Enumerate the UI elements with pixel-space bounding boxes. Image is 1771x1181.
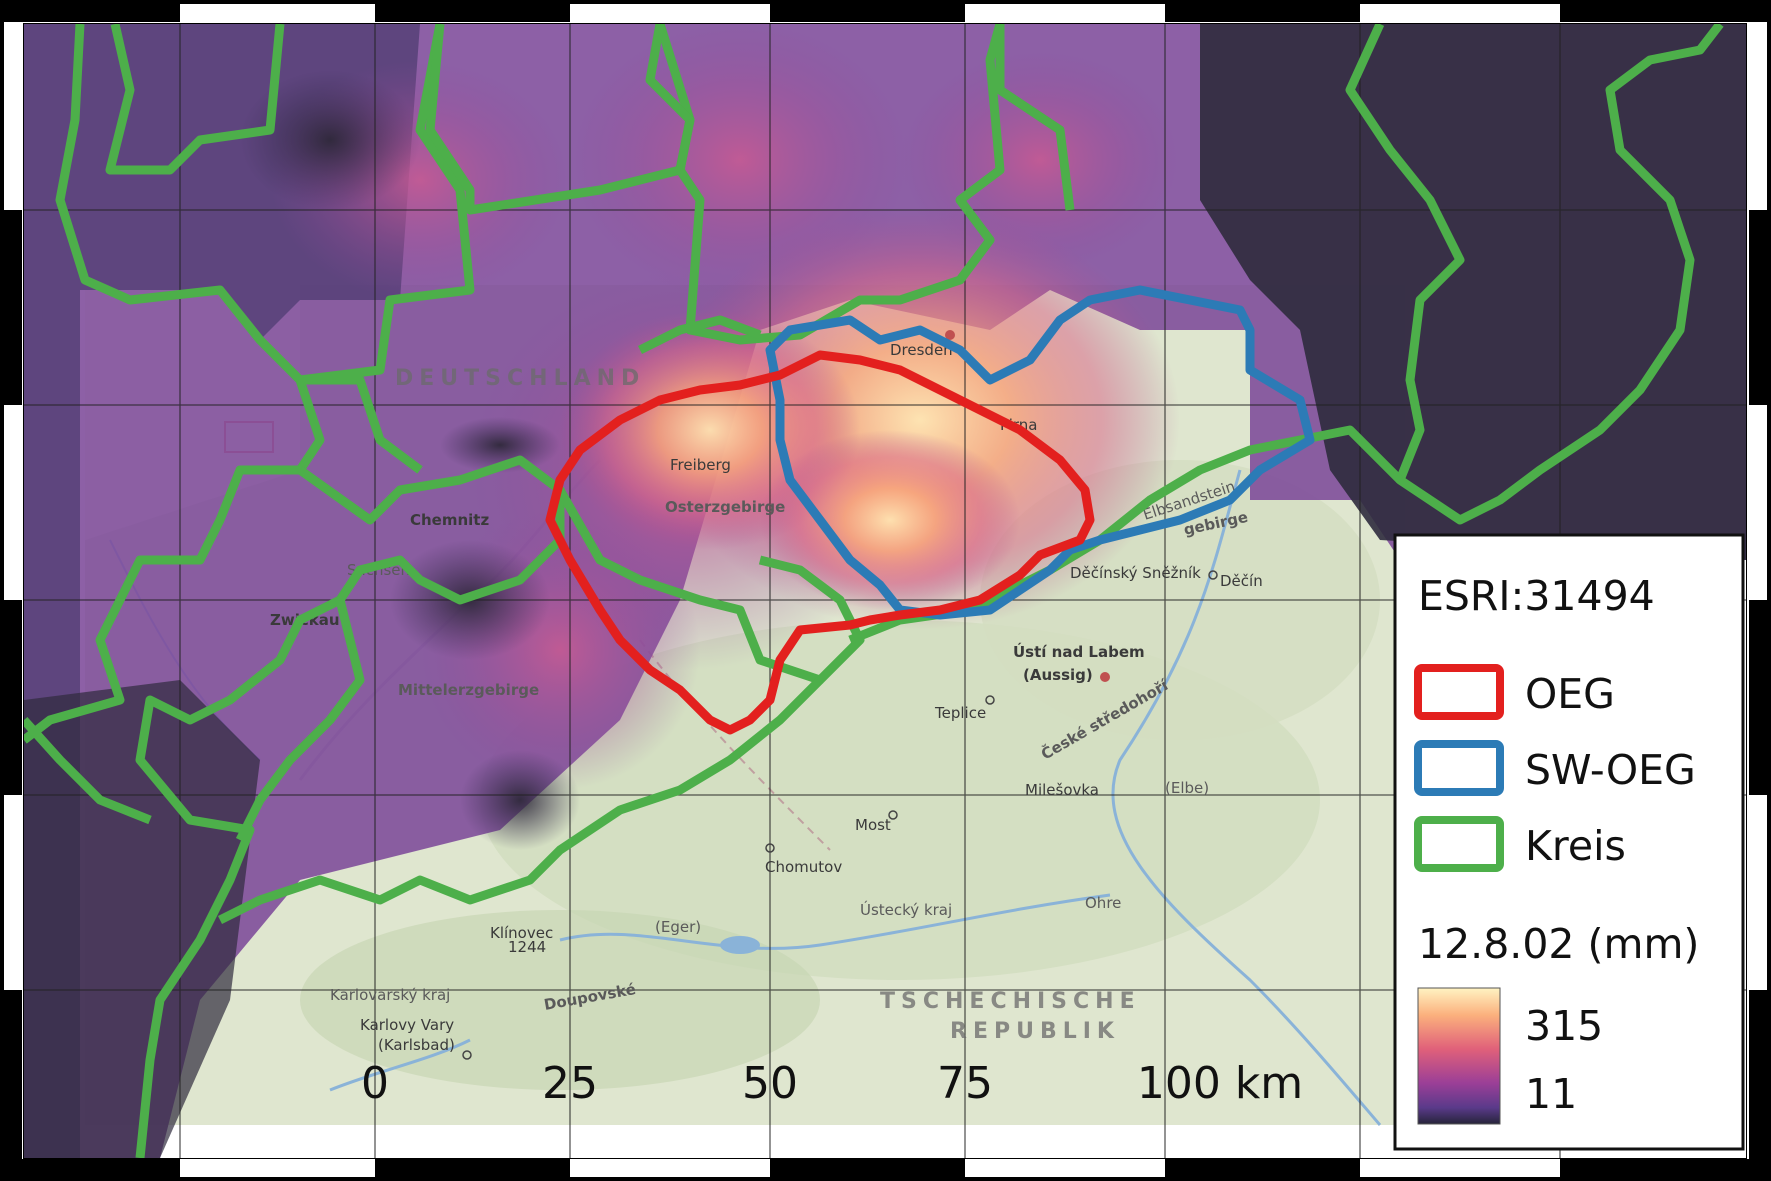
scalebar-tick-50: 50	[742, 1058, 798, 1109]
legend-crs-label: ESRI:31494	[1418, 572, 1655, 620]
legend-label-kreis: Kreis	[1525, 822, 1626, 870]
label-dresden: Dresden	[890, 341, 953, 359]
label-most: Most	[855, 816, 891, 834]
legend-label-sw-oeg: SW-OEG	[1525, 746, 1696, 794]
label-aussig: (Aussig)	[1023, 666, 1093, 684]
chomutov-marker	[765, 843, 775, 853]
kreis-boundaries	[24, 24, 1724, 1158]
label-eger: (Eger)	[655, 918, 701, 936]
legend: ESRI:31494 OEG SW-OEG Kreis 12.8.02 (mm)…	[1393, 533, 1745, 1151]
teplice-marker	[985, 695, 995, 705]
legend-swatch-oeg	[1414, 664, 1504, 720]
legend-label-oeg: OEG	[1525, 670, 1615, 718]
label-klinovec-height: 1244	[508, 938, 546, 956]
label-freiberg: Freiberg	[670, 456, 731, 474]
oeg-outline	[545, 350, 1095, 735]
scalebar-tick-100: 100 km	[1137, 1058, 1303, 1109]
legend-swatch-kreis	[1414, 816, 1504, 872]
scalebar-tick-0: 0	[361, 1058, 389, 1109]
label-snieznik: Děčínský Sněžník	[1070, 564, 1201, 582]
label-ustecky: Ústecký kraj	[860, 900, 952, 919]
label-osterzgebirge: Osterzgebirge	[665, 498, 785, 516]
label-usti: Ústí nad Labem	[1013, 642, 1145, 661]
scalebar: 0 25 50 75 100 km	[361, 1058, 1303, 1109]
label-ohre: Ohre	[1085, 894, 1121, 912]
label-deutschland: DEUTSCHLAND	[395, 366, 645, 391]
usti-marker	[1100, 672, 1110, 682]
label-milesovka: Milešovka	[1025, 781, 1099, 799]
most-marker	[888, 810, 898, 820]
label-teplice: Teplice	[934, 704, 986, 722]
label-mittelerzgebirge: Mittelerzgebirge	[398, 681, 539, 699]
scalebar-tick-25: 25	[542, 1058, 598, 1109]
label-elbe: (Elbe)	[1165, 779, 1209, 797]
dresden-marker	[945, 330, 955, 340]
decin-marker	[1208, 570, 1218, 580]
label-chemnitz: Chemnitz	[410, 511, 489, 529]
label-karlovy: Karlovy Vary	[360, 1016, 454, 1034]
colorbar	[1417, 987, 1501, 1125]
karlovy-marker	[462, 1050, 472, 1060]
legend-swatch-sw-oeg	[1414, 740, 1504, 796]
label-klinovec: Klínovec	[490, 924, 553, 942]
label-karlsbad: (Karlsbad)	[378, 1036, 455, 1054]
label-decin: Děčín	[1220, 572, 1263, 590]
colorbar-max-label: 315	[1525, 1002, 1603, 1050]
label-karlovarsky: Karlovarský kraj	[330, 986, 450, 1004]
colorbar-title: 12.8.02 (mm)	[1418, 920, 1699, 968]
label-republik: REPUBLIK	[950, 1019, 1120, 1044]
scalebar-tick-75: 75	[937, 1058, 993, 1109]
label-tschechische: TSCHECHISCHE	[880, 989, 1141, 1014]
colorbar-min-label: 11	[1525, 1070, 1577, 1118]
label-chomutov: Chomutov	[765, 858, 842, 876]
sw-oeg-outline	[765, 285, 1315, 620]
